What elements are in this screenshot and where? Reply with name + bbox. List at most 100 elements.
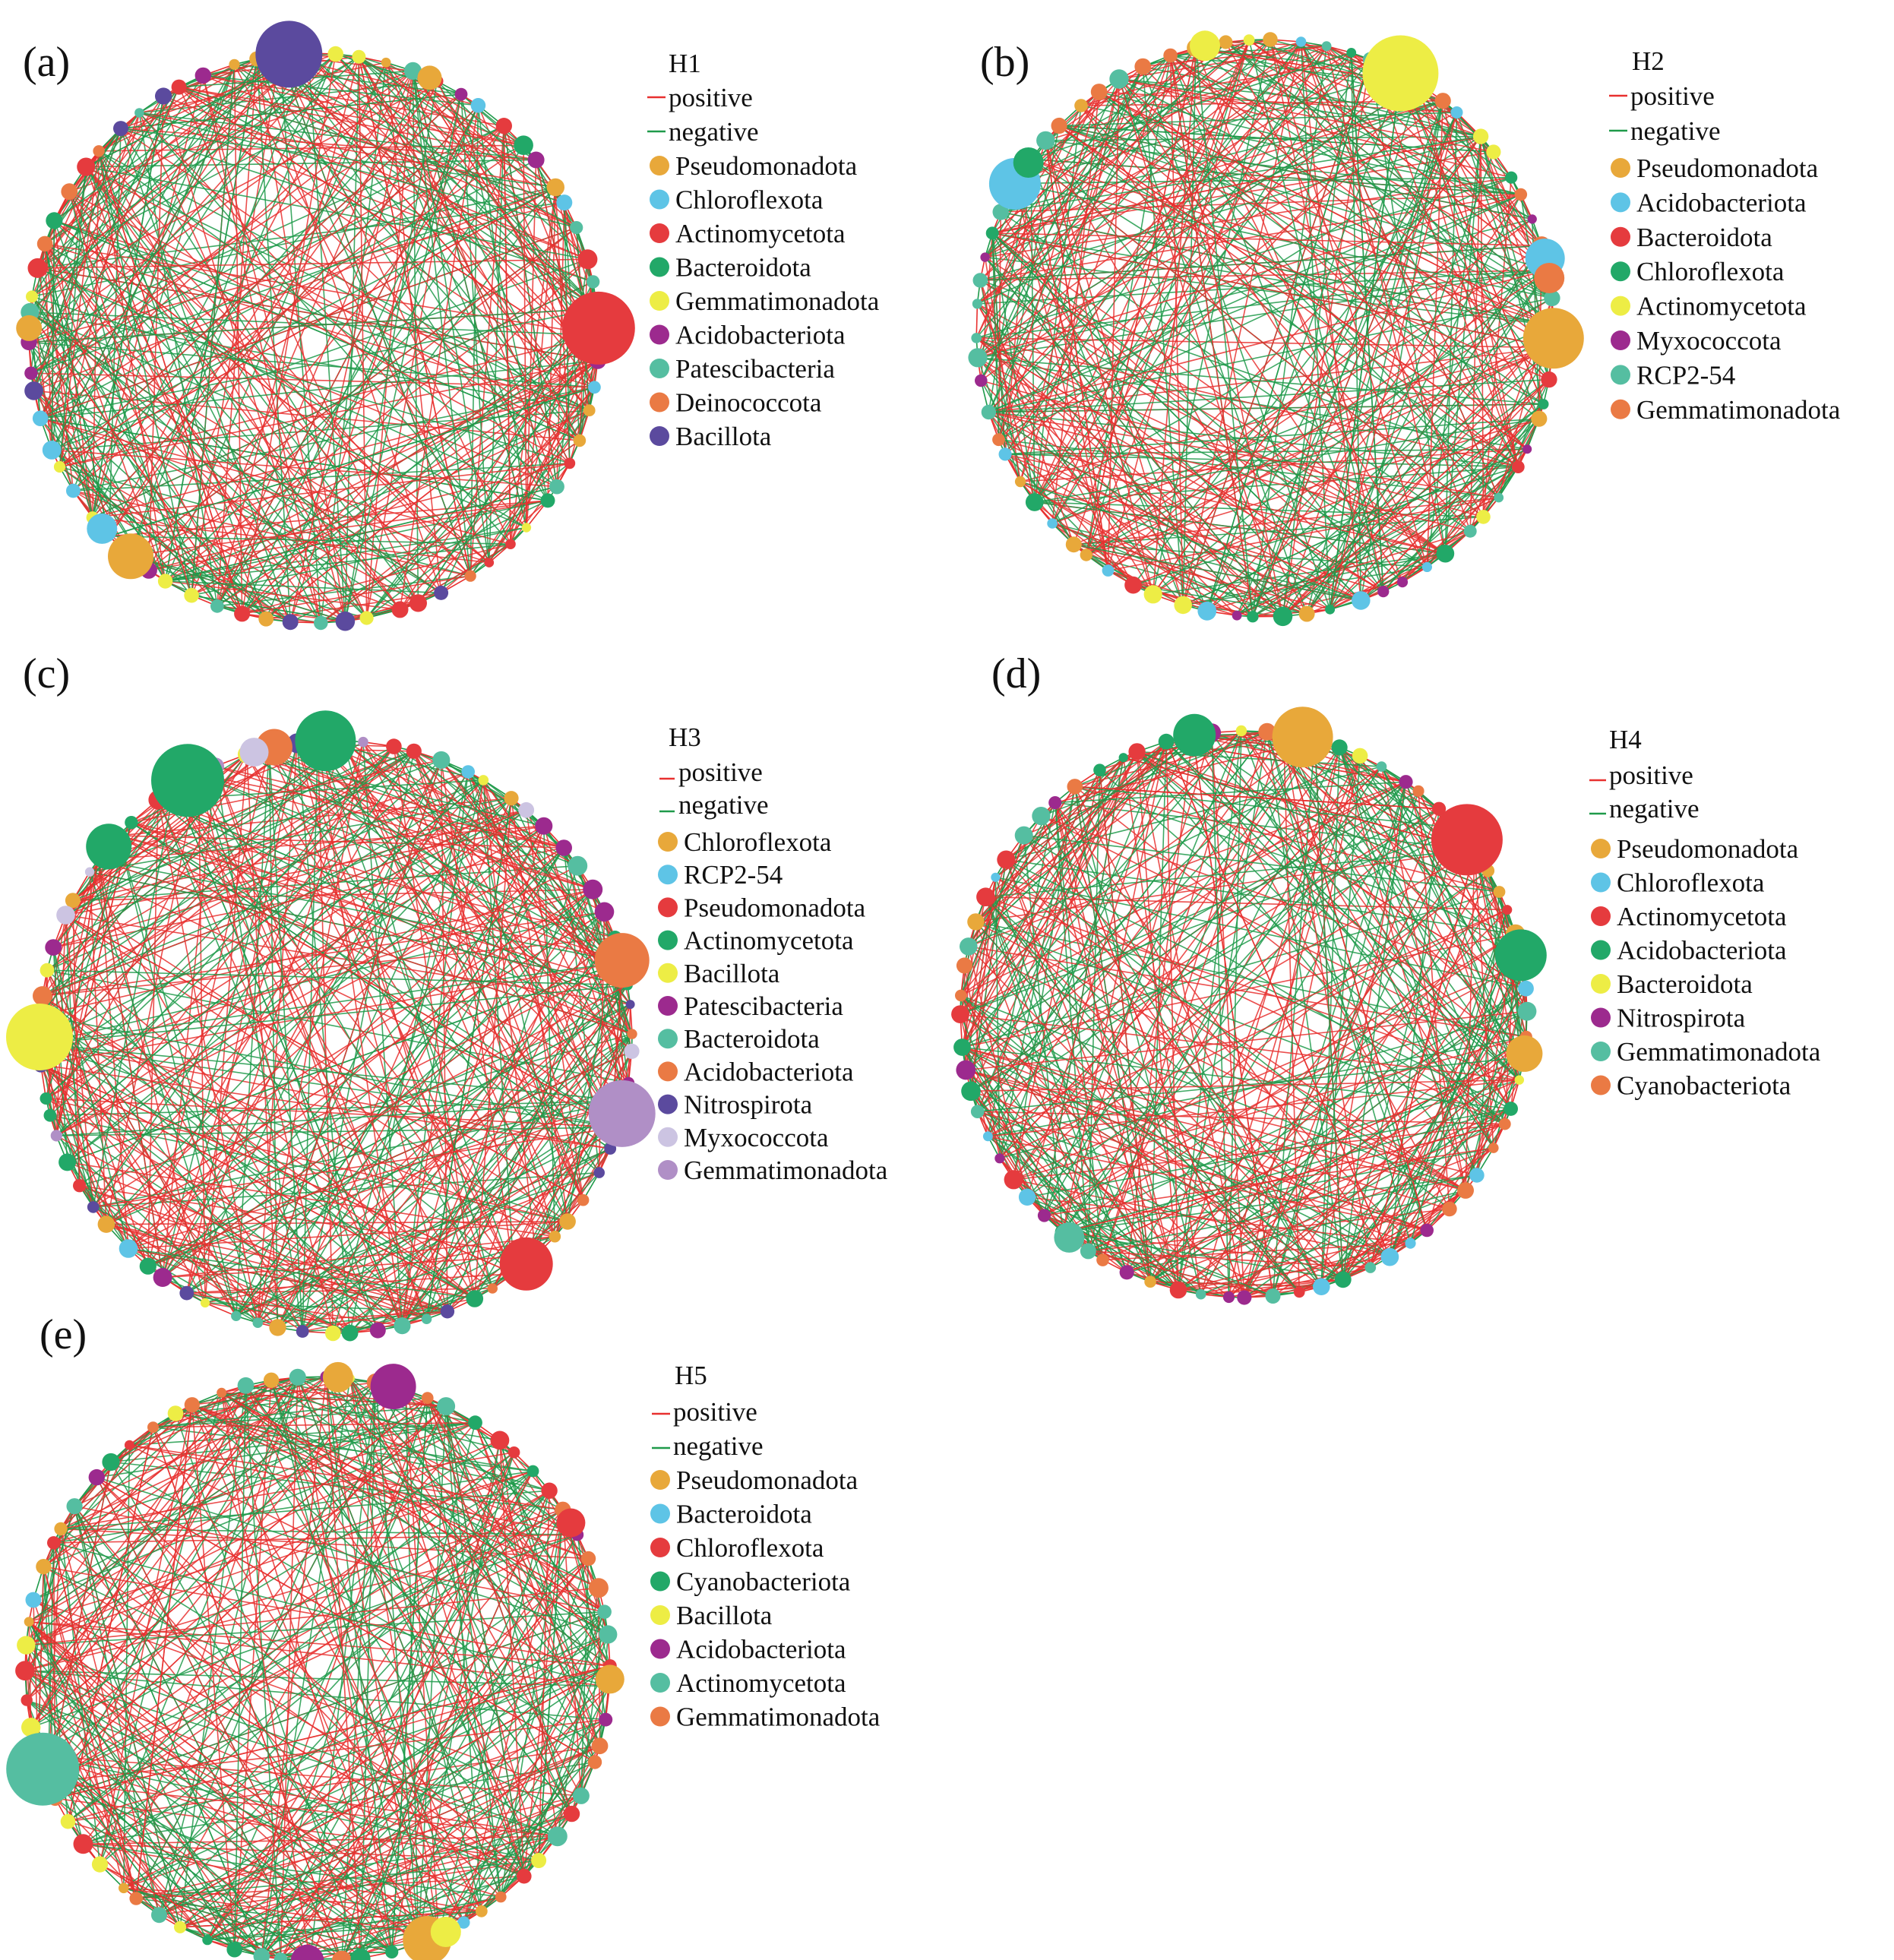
- positive-edge: [979, 280, 1036, 503]
- positive-edge: [68, 191, 571, 464]
- network-node: [93, 145, 105, 157]
- network-node: [464, 570, 476, 582]
- negative-edge: [120, 128, 556, 188]
- positive-edge: [1058, 125, 1528, 450]
- legend-title: H4: [1609, 725, 1642, 754]
- network-node: [1169, 1281, 1187, 1299]
- positive-edge: [1045, 140, 1109, 571]
- network-node: [976, 887, 995, 906]
- negative-edge: [1409, 909, 1508, 1244]
- legend-swatch: [658, 1127, 678, 1147]
- positive-edge: [198, 774, 206, 1304]
- network-node: [210, 599, 224, 613]
- negative-edge: [279, 55, 580, 441]
- network-node: [563, 1805, 580, 1822]
- legend-taxon-label: Bacteroidota: [1636, 223, 1772, 252]
- positive-edge: [29, 52, 309, 313]
- negative-edge: [297, 1377, 564, 1510]
- network-node: [24, 381, 43, 400]
- positive-edge: [30, 1377, 299, 1728]
- network-node: [369, 1322, 386, 1339]
- network-node: [1352, 591, 1371, 610]
- positive-edge: [1200, 827, 1458, 1295]
- negative-edge: [179, 1927, 262, 1957]
- network-node: [200, 1298, 210, 1308]
- positive-edge: [1045, 140, 1154, 595]
- negative-edge: [349, 1377, 610, 1687]
- positive-edge: [1153, 136, 1481, 595]
- network-node: [394, 1317, 411, 1335]
- positive-edge: [1126, 1272, 1201, 1295]
- negative-edge: [279, 55, 558, 488]
- positive-edge: [1058, 125, 1519, 468]
- negative-edge: [37, 1470, 533, 1756]
- legend-taxon-label: Patescibacteria: [684, 991, 843, 1021]
- positive-edge: [98, 150, 166, 582]
- network-node: [40, 963, 55, 978]
- network-node: [226, 1941, 243, 1958]
- network-graph: [6, 1361, 624, 1960]
- network-node: [624, 1043, 640, 1059]
- positive-edge: [399, 308, 598, 610]
- network-node: [91, 1856, 109, 1873]
- network-node: [1412, 785, 1424, 797]
- positive-edge: [147, 748, 270, 1266]
- negative-edge: [30, 311, 442, 594]
- negative-edge: [236, 779, 485, 1317]
- negative-edge: [481, 1719, 606, 1912]
- negative-edge: [1320, 755, 1361, 1287]
- positive-edge: [1088, 1250, 1273, 1297]
- legend-swatch: [650, 1706, 670, 1727]
- positive-edge: [1030, 158, 1484, 518]
- negative-edge: [37, 1382, 377, 1756]
- network-node: [1421, 561, 1432, 573]
- legend-swatch: [1611, 158, 1630, 178]
- positive-edge: [991, 100, 1443, 234]
- negative-edge: [28, 308, 598, 343]
- network-node: [155, 87, 172, 105]
- network-node: [586, 275, 600, 289]
- positive-edge: [1000, 211, 1254, 618]
- negative-edge: [1062, 1174, 1478, 1233]
- positive-edge: [68, 191, 291, 623]
- negative-edge: [52, 1542, 236, 1950]
- network-node: [15, 1661, 35, 1681]
- negative-edge: [89, 871, 237, 1317]
- negative-edge: [175, 1389, 406, 1415]
- negative-edge: [138, 112, 511, 545]
- positive-edge: [1013, 770, 1101, 1180]
- legend-swatch: [650, 392, 669, 413]
- positive-edge: [358, 56, 571, 464]
- network-node: [269, 1319, 286, 1336]
- negative-edge: [1182, 448, 1528, 606]
- legend-swatch: [1591, 940, 1611, 960]
- negative-edge: [268, 748, 303, 1332]
- negative-edge: [1073, 543, 1361, 602]
- positive-edge: [289, 71, 414, 622]
- positive-edge: [1080, 105, 1519, 468]
- network-node: [627, 1029, 637, 1039]
- negative-edge: [129, 555, 346, 622]
- network-node: [577, 1193, 590, 1206]
- negative-edge: [977, 357, 1544, 405]
- negative-edge: [985, 896, 1300, 1293]
- positive-edge: [24, 1670, 525, 1877]
- positive-edge: [186, 1272, 514, 1294]
- positive-edge: [1418, 84, 1519, 467]
- positive-edge: [173, 788, 476, 1299]
- negative-edge: [135, 1470, 534, 1899]
- positive-edge: [325, 1377, 362, 1958]
- network-node: [981, 404, 997, 420]
- negative-edge: [523, 1634, 609, 1876]
- positive-edge: [1118, 78, 1494, 153]
- positive-edge: [118, 835, 618, 1128]
- positive-edge: [968, 786, 1076, 947]
- negative-edge: [980, 66, 1144, 381]
- network-node: [234, 605, 251, 622]
- legend-swatch: [1591, 1042, 1611, 1061]
- positive-edge: [489, 360, 599, 563]
- network-node: [1434, 93, 1451, 109]
- negative-edge: [1051, 52, 1352, 524]
- network-hub-node: [151, 744, 224, 817]
- negative-edge: [960, 994, 1344, 1280]
